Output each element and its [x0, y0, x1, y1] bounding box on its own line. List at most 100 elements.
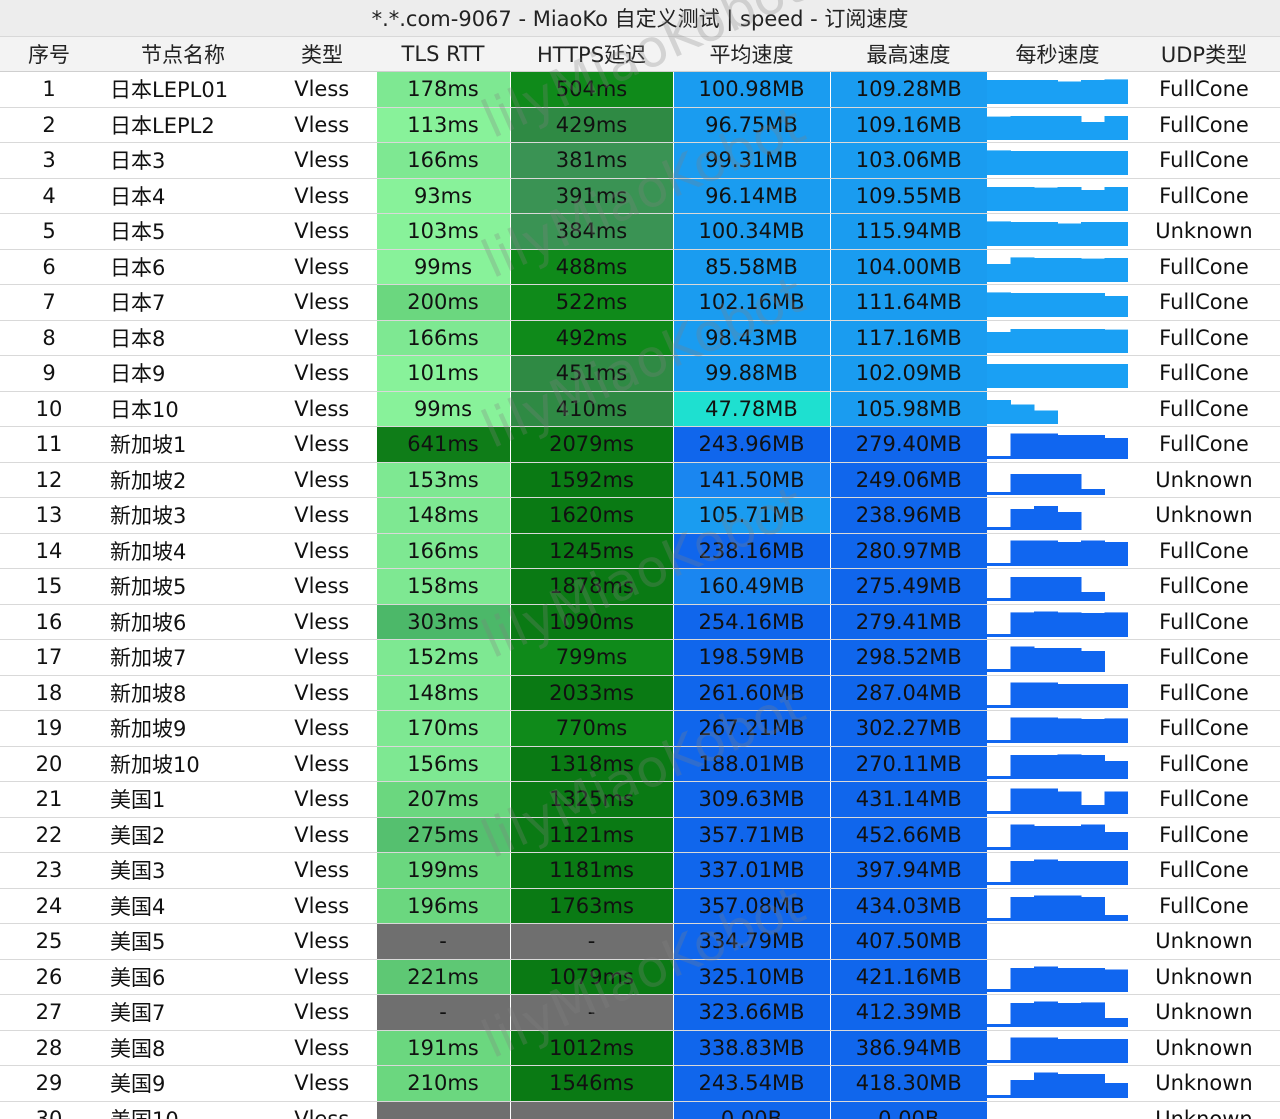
table-row[interactable]: 22 美国2 Vless 275ms 1121ms 357.71MB 452.66MB Ful… — [0, 817, 1280, 853]
cell-https-latency: 410ms — [509, 391, 673, 427]
sparkline-bar — [1104, 79, 1128, 105]
col-header-tls-rtt[interactable]: TLS RTT — [376, 37, 510, 72]
cell-type: Vless — [268, 639, 376, 676]
sparkline-bar — [1104, 186, 1128, 211]
table-row[interactable]: 9 日本9 Vless 101ms 451ms 99.88MB 102.09MB FullCo… — [0, 355, 1280, 392]
col-header-https-latency[interactable]: HTTPS延迟 — [510, 37, 673, 72]
cell-tls-rtt: 101ms — [375, 355, 510, 392]
cell-avg-speed: 105.71MB — [672, 497, 830, 534]
sparkline-bar — [1057, 861, 1082, 886]
cell-udp-type: FullCone — [1128, 284, 1280, 321]
table-row[interactable]: 20 新加坡10 Vless 156ms 1318ms 188.01MB 270.11MB F… — [0, 746, 1280, 782]
table-row[interactable]: 11 新加坡1 Vless 641ms 2079ms 243.96MB 279.40MB Fu… — [0, 426, 1280, 463]
table-row[interactable]: 21 美国1 Vless 207ms 1325ms 309.63MB 431.14MB Ful… — [0, 781, 1280, 818]
sparkline-bar — [1034, 611, 1058, 637]
cell-avg-speed: 243.96MB — [672, 426, 830, 463]
cell-node-name: 美国8 — [98, 1030, 268, 1066]
cell-type: Vless — [268, 533, 376, 569]
cell-max-speed: 418.30MB — [829, 1065, 987, 1102]
cell-tls-rtt: 166ms — [375, 320, 510, 356]
table-row[interactable]: 1 日本LEPL01 Vless 178ms 504ms 100.98MB 109.28MB… — [0, 71, 1280, 108]
cell-avg-speed: 267.21MB — [672, 710, 830, 747]
cell-avg-speed: 334.79MB — [672, 923, 830, 960]
sparkline-bar — [987, 1095, 1011, 1099]
cell-tls-rtt: 113ms — [375, 107, 510, 143]
sparkline-bar — [987, 456, 1011, 460]
table-row[interactable]: 27 美国7 Vless - -323.66MB 412.39MB Unknown — [0, 994, 1280, 1031]
sparkline-bar — [1057, 186, 1082, 211]
sparkline-bar — [1104, 831, 1128, 850]
col-header-max-speed[interactable]: 最高速度 — [830, 37, 987, 72]
cell-udp-type: FullCone — [1128, 604, 1280, 640]
sparkline-bar — [1010, 186, 1035, 211]
table-row[interactable]: 6 日本6 Vless 99ms 488ms 85.58MB 104.00MB FullCon… — [0, 249, 1280, 285]
table-row[interactable]: 17 新加坡7 Vless 152ms 799ms 198.59MB 298.52MB Ful… — [0, 639, 1280, 676]
cell-https-latency: 1763ms — [509, 888, 673, 924]
cell-udp-type: FullCone — [1128, 888, 1280, 924]
cell-per-second-speed — [987, 746, 1128, 782]
sparkline-bar — [987, 704, 1011, 708]
cell-index: 18 — [0, 675, 98, 711]
sparkline-bar — [987, 562, 1011, 566]
sparkline-bar — [1081, 435, 1105, 460]
sparkline-bar — [1010, 293, 1035, 318]
col-header-type[interactable]: 类型 — [268, 37, 376, 72]
cell-tls-rtt: 207ms — [375, 781, 510, 818]
sparkline-bar — [1010, 577, 1035, 602]
table-row[interactable]: 15 新加坡5 Vless 158ms 1878ms 160.49MB 275.49MB Fu… — [0, 568, 1280, 605]
table-row[interactable]: 26 美国6 Vless 221ms 1079ms 325.10MB 421.16MB Unk… — [0, 959, 1280, 995]
table-row[interactable]: 14 新加坡4 Vless 166ms 1245ms 238.16MB 280.97MB Fu… — [0, 533, 1280, 569]
sparkline-bar — [1034, 1037, 1058, 1063]
table-row[interactable]: 2 日本LEPL2 Vless 113ms 429ms 96.75MB 109.16MB Fu… — [0, 107, 1280, 143]
table-row[interactable]: 10 日本10 Vless 99ms 410ms 47.78MB 105.98MB FullC… — [0, 391, 1280, 427]
table-row[interactable]: 8 日本8 Vless 166ms 492ms 98.43MB 117.16MB FullCo… — [0, 320, 1280, 356]
col-header-avg-speed[interactable]: 平均速度 — [673, 37, 830, 72]
table-row[interactable]: 24 美国4 Vless 196ms 1763ms 357.08MB 434.03MB Ful… — [0, 888, 1280, 924]
table-row[interactable]: 29 美国9 Vless 210ms 1546ms 243.54MB 418.30MB Unk… — [0, 1065, 1280, 1102]
table-row[interactable]: 23 美国3 Vless 199ms 1181ms 337.01MB 397.94MB Ful… — [0, 852, 1280, 889]
sparkline-bar — [1081, 896, 1105, 921]
sparkline-bar — [1010, 509, 1035, 531]
cell-type: Vless — [268, 852, 376, 889]
cell-node-name: 新加坡1 — [98, 426, 268, 463]
table-row[interactable]: 25 美国5 Vless - -334.79MB 407.50MB Unknown — [0, 923, 1280, 960]
cell-https-latency: 504ms — [509, 71, 673, 108]
cell-max-speed: 249.06MB — [829, 462, 987, 498]
col-header-index[interactable]: 序号 — [0, 37, 98, 72]
cell-max-speed: 302.27MB — [829, 710, 987, 747]
speed-sparkline — [987, 1072, 1128, 1099]
cell-https-latency: 488ms — [509, 249, 673, 285]
col-header-node-name[interactable]: 节点名称 — [98, 37, 268, 72]
cell-max-speed: 105.98MB — [829, 391, 987, 427]
table-row[interactable]: 12 新加坡2 Vless 153ms 1592ms 141.50MB 249.06MB Un… — [0, 462, 1280, 498]
speed-sparkline — [987, 186, 1128, 211]
sparkline-bar — [1034, 473, 1058, 495]
cell-avg-speed: 338.83MB — [672, 1030, 830, 1066]
table-row[interactable]: 3 日本3 Vless 166ms 381ms 99.31MB 103.06MB FullCo… — [0, 142, 1280, 179]
cell-type: Vless — [268, 462, 376, 498]
table-row[interactable]: 16 新加坡6 Vless 303ms 1090ms 254.16MB 279.41MB Fu… — [0, 604, 1280, 640]
cell-type: Vless — [268, 675, 376, 711]
sparkline-bar — [987, 598, 1011, 602]
cell-index: 9 — [0, 355, 98, 392]
col-header-udp-type[interactable]: UDP类型 — [1128, 37, 1280, 72]
cell-max-speed: 104.00MB — [829, 249, 987, 285]
table-row[interactable]: 13 新加坡3 Vless 148ms 1620ms 105.71MB 238.96MB Un… — [0, 497, 1280, 534]
table-row[interactable]: 18 新加坡8 Vless 148ms 2033ms 261.60MB 287.04MB Fu… — [0, 675, 1280, 711]
sparkline-bar — [987, 364, 1011, 389]
sparkline-bar — [987, 221, 1011, 247]
sparkline-bar — [1010, 433, 1035, 460]
col-header-per-second-speed[interactable]: 每秒速度 — [987, 37, 1128, 72]
cell-max-speed: 397.94MB — [829, 852, 987, 889]
sparkline-bar — [1034, 577, 1058, 602]
table-row[interactable]: 4 日本4 Vless 93ms 391ms 96.14MB 109.55MB FullCon… — [0, 178, 1280, 214]
cell-avg-speed: 243.54MB — [672, 1065, 830, 1102]
cell-per-second-speed — [987, 852, 1128, 889]
table-row[interactable]: 5 日本5 Vless 103ms 384ms 100.34MB 115.94MB Unkno… — [0, 213, 1280, 250]
table-row[interactable]: 19 新加坡9 Vless 170ms 770ms 267.21MB 302.27MB Ful… — [0, 710, 1280, 747]
table-row[interactable]: 28 美国8 Vless 191ms 1012ms 338.83MB 386.94MB Unk… — [0, 1030, 1280, 1066]
sparkline-bar — [1034, 754, 1058, 779]
table-row[interactable]: 7 日本7 Vless 200ms 522ms 102.16MB 111.64MB FullC… — [0, 284, 1280, 321]
sparkline-bar — [1081, 592, 1105, 602]
